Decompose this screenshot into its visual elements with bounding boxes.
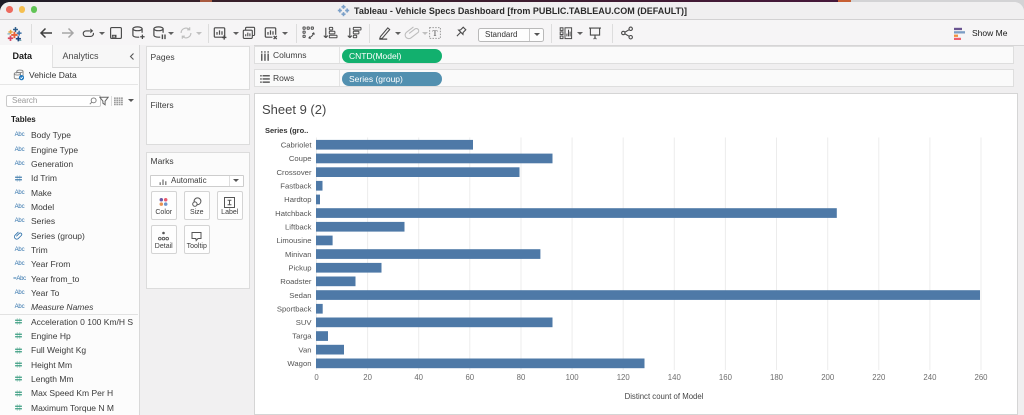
svg-text:Fastback: Fastback bbox=[280, 182, 311, 191]
svg-text:140: 140 bbox=[668, 373, 682, 382]
svg-text:Cabriolet: Cabriolet bbox=[281, 141, 313, 150]
svg-text:Wagon: Wagon bbox=[287, 359, 311, 368]
svg-text:40: 40 bbox=[414, 373, 423, 382]
svg-text:Sportback: Sportback bbox=[277, 304, 312, 313]
svg-text:SUV: SUV bbox=[296, 318, 313, 327]
svg-text:0: 0 bbox=[314, 373, 319, 382]
svg-text:100: 100 bbox=[566, 373, 580, 382]
svg-text:220: 220 bbox=[872, 373, 886, 382]
svg-text:Distinct count of Model: Distinct count of Model bbox=[625, 392, 704, 401]
svg-text:20: 20 bbox=[363, 373, 372, 382]
svg-text:Crossover: Crossover bbox=[276, 168, 311, 177]
svg-text:80: 80 bbox=[517, 373, 526, 382]
svg-text:180: 180 bbox=[770, 373, 784, 382]
svg-text:Sheet 9 (2): Sheet 9 (2) bbox=[262, 102, 326, 117]
svg-text:260: 260 bbox=[974, 373, 988, 382]
svg-text:60: 60 bbox=[465, 373, 474, 382]
svg-text:160: 160 bbox=[719, 373, 733, 382]
svg-text:240: 240 bbox=[923, 373, 937, 382]
svg-text:200: 200 bbox=[821, 373, 835, 382]
svg-text:120: 120 bbox=[617, 373, 631, 382]
svg-text:Minivan: Minivan bbox=[285, 250, 312, 259]
svg-text:Limousine: Limousine bbox=[276, 236, 311, 245]
svg-text:Hardtop: Hardtop bbox=[284, 195, 311, 204]
svg-text:T: T bbox=[432, 28, 438, 38]
svg-text:Sedan: Sedan bbox=[289, 291, 311, 300]
svg-text:Series (gro..: Series (gro.. bbox=[265, 126, 308, 135]
svg-text:Targa: Targa bbox=[292, 332, 312, 341]
svg-text:Roadster: Roadster bbox=[280, 277, 312, 286]
svg-text:Hatchback: Hatchback bbox=[275, 209, 311, 218]
svg-text:Van: Van bbox=[298, 345, 311, 354]
svg-text:Coupe: Coupe bbox=[289, 154, 312, 163]
svg-text:Liftback: Liftback bbox=[285, 223, 312, 232]
svg-text:Pickup: Pickup bbox=[288, 263, 311, 272]
